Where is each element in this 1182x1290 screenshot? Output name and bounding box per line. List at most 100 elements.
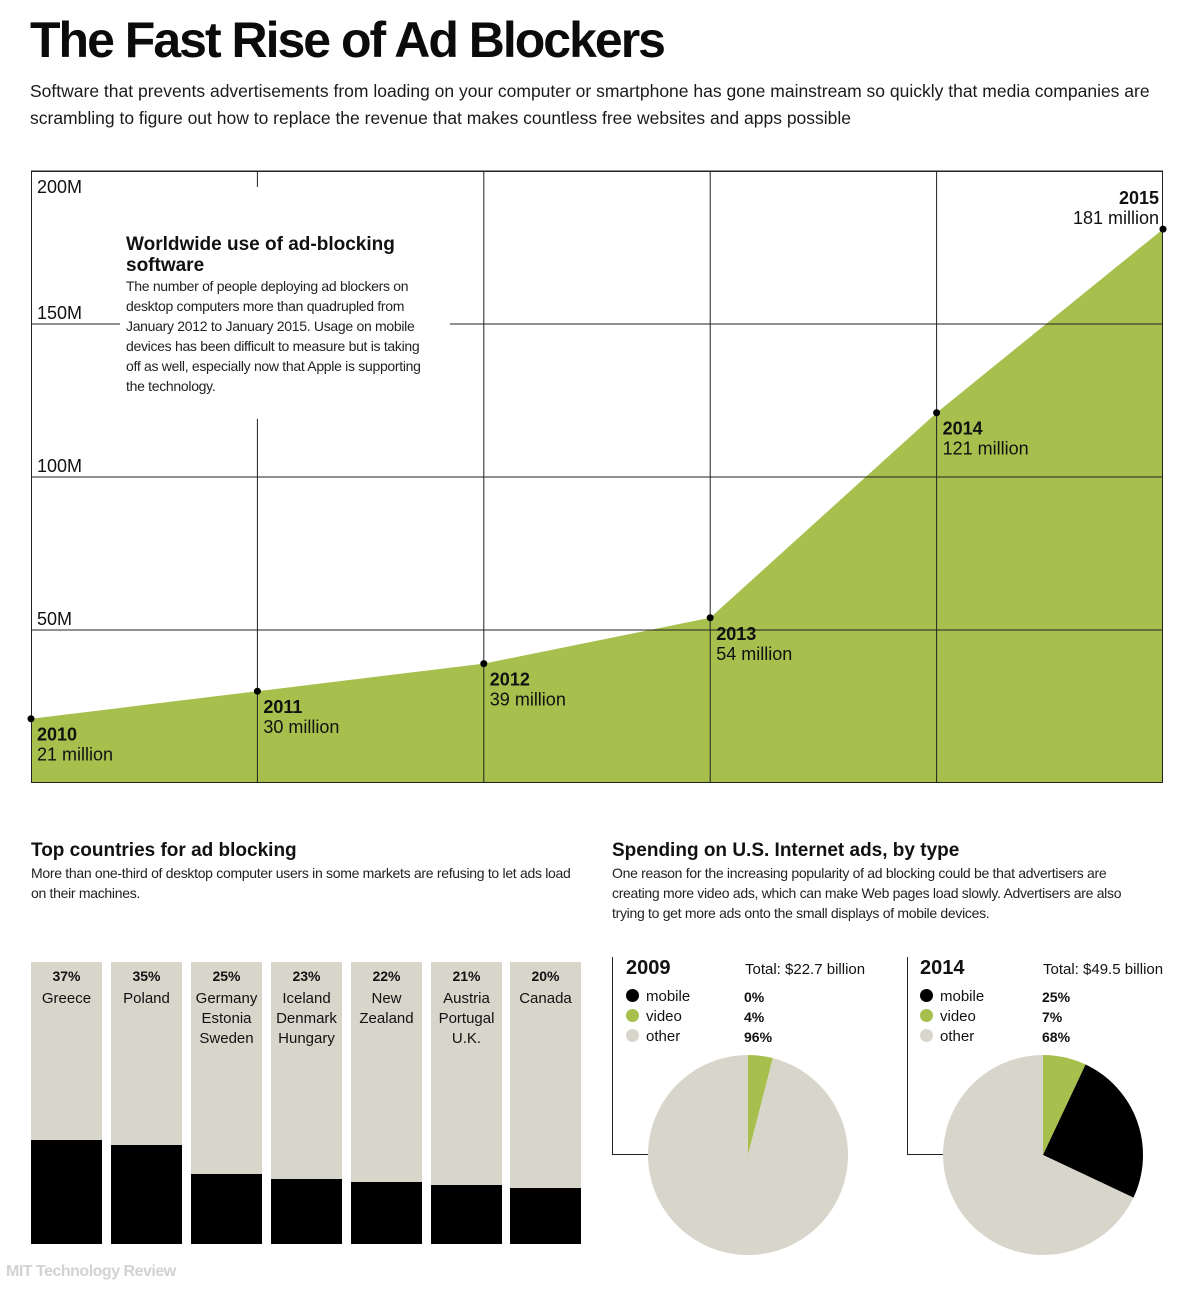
country-bar-names: Austria Portugal U.K. (425, 989, 508, 1049)
countries-description: More than one-third of desktop computer … (31, 865, 571, 901)
pie-2009-value-mobile: 0% (744, 989, 765, 1005)
country-bar-names: Canada (504, 989, 587, 1009)
annotation-box: Worldwide use of ad-blocking software Th… (120, 187, 450, 419)
point-year-label: 2014 (943, 419, 983, 439)
data-point (253, 687, 261, 695)
country-bar: 25% Germany Estonia Sweden (191, 962, 262, 1244)
country-bar-names: Greece (25, 989, 108, 1009)
chart-frame (31, 171, 1163, 783)
legend-label: other (646, 1028, 681, 1045)
spending-title: Spending on U.S. Internet ads, by type (612, 840, 960, 861)
country-name: Zealand (359, 1010, 414, 1027)
y-tick-label: 100M (37, 456, 82, 476)
data-point (706, 614, 714, 622)
point-year-label: 2015 (1119, 188, 1159, 208)
country-bar: 35% Poland (111, 962, 182, 1244)
pie-2009-year: 2009 (626, 957, 671, 979)
country-bar-percent: 35% (132, 968, 161, 984)
data-point (27, 715, 35, 723)
country-name: Iceland (282, 990, 331, 1007)
country-bar: 22% New Zealand (351, 962, 422, 1244)
country-name: Denmark (276, 1010, 337, 1027)
country-bar-percent: 21% (452, 968, 481, 984)
pie-2009-total: Total: $22.7 billion (745, 961, 866, 978)
legend-dot-mobile (920, 989, 933, 1002)
data-point (480, 660, 488, 668)
pie-2014-chart (943, 1055, 1143, 1255)
pie-2014-total: Total: $49.5 billion (1043, 961, 1164, 978)
legend-label: video (940, 1008, 976, 1025)
country-bar-fill (271, 1179, 342, 1244)
legend-dot-video (626, 1009, 639, 1022)
country-bar-percent: 23% (292, 968, 321, 984)
country-bar-percent: 20% (531, 968, 560, 984)
country-bar-fill (431, 1184, 502, 1244)
point-value-label: 21 million (37, 745, 113, 765)
pie-2009-value-video: 4% (744, 1009, 765, 1025)
data-point (1159, 225, 1167, 233)
legend-dot-mobile (626, 989, 639, 1002)
legend-label: mobile (646, 988, 691, 1005)
pie-2009-chart (648, 1055, 848, 1255)
pie-2009-value-other: 96% (744, 1029, 773, 1045)
legend-label: video (646, 1008, 682, 1025)
country-name: Hungary (278, 1030, 335, 1047)
pie-slice-mobile (1043, 1064, 1143, 1198)
country-name: New (371, 990, 402, 1007)
point-value-label: 39 million (490, 690, 566, 710)
point-year-label: 2010 (37, 725, 77, 745)
point-year-label: 2011 (263, 697, 302, 717)
annotation-title: Worldwide use of ad-blocking software (126, 234, 395, 276)
country-bar-names: Poland (105, 989, 188, 1009)
country-name: Greece (41, 990, 92, 1007)
pie-2014-legend-mobile: mobile (920, 987, 984, 1007)
country-name: Germany (195, 990, 258, 1007)
country-bar-fill (191, 1173, 262, 1244)
pie-2014-year: 2014 (920, 957, 965, 979)
pie-2014-legend-other: other (920, 1027, 974, 1047)
country-name: U.K. (451, 1030, 482, 1047)
y-tick-label: 50M (37, 609, 72, 629)
credit-logo: MIT Technology Review (6, 1263, 176, 1280)
point-year-label: 2012 (490, 670, 530, 690)
pie-2014-legend-video: video (920, 1007, 976, 1027)
country-bar-fill (510, 1187, 581, 1244)
legend-label: other (940, 1028, 975, 1045)
country-name: Poland (123, 990, 170, 1007)
country-bar-fill (351, 1182, 422, 1244)
legend-dot-other (626, 1029, 639, 1042)
country-bar-names: New Zealand (345, 989, 428, 1029)
legend-dot-other (920, 1029, 933, 1042)
ad-blocking-area-chart: 200M 150M 100M 50M 2010 21 million 2011 30 mill… (27, 170, 1167, 783)
country-bar-names: Germany Estonia Sweden (185, 989, 268, 1049)
pie-2014-value-video: 7% (1042, 1009, 1063, 1025)
point-value-label: 181 million (1073, 208, 1159, 228)
point-value-label: 54 million (716, 644, 792, 664)
page-title: The Fast Rise of Ad Blockers (30, 12, 666, 68)
country-bar: 20% Canada (510, 962, 581, 1244)
annotation-body: The number of people deploying ad blocke… (126, 278, 421, 394)
pie-slice-other (943, 1055, 1134, 1255)
y-tick-label: 200M (37, 177, 82, 197)
country-bar: 21% Austria Portugal U.K. (431, 962, 502, 1244)
y-tick-label: 150M (37, 303, 82, 323)
pie-slice-video (748, 1055, 773, 1155)
pie-slice-other (648, 1055, 848, 1255)
country-name: Sweden (199, 1030, 254, 1047)
point-value-label: 30 million (263, 717, 339, 737)
spending-description: One reason for the increasing popularity… (612, 865, 1122, 921)
country-bar: 23% Iceland Denmark Hungary (271, 962, 342, 1244)
countries-title: Top countries for ad blocking (31, 840, 297, 861)
legend-dot-video (920, 1009, 933, 1022)
legend-label: mobile (940, 988, 985, 1005)
pie-2009-legend-other: other (626, 1027, 680, 1047)
page-subtitle: Software that prevents advertisements fr… (30, 81, 1150, 128)
country-name: Portugal (438, 1010, 495, 1027)
country-bar-percent: 25% (212, 968, 241, 984)
country-bar-fill (111, 1145, 182, 1244)
pie-slice-video (1043, 1055, 1086, 1155)
country-name: Canada (519, 990, 572, 1007)
country-bar-fill (31, 1139, 102, 1244)
country-bar-names: Iceland Denmark Hungary (265, 989, 348, 1049)
